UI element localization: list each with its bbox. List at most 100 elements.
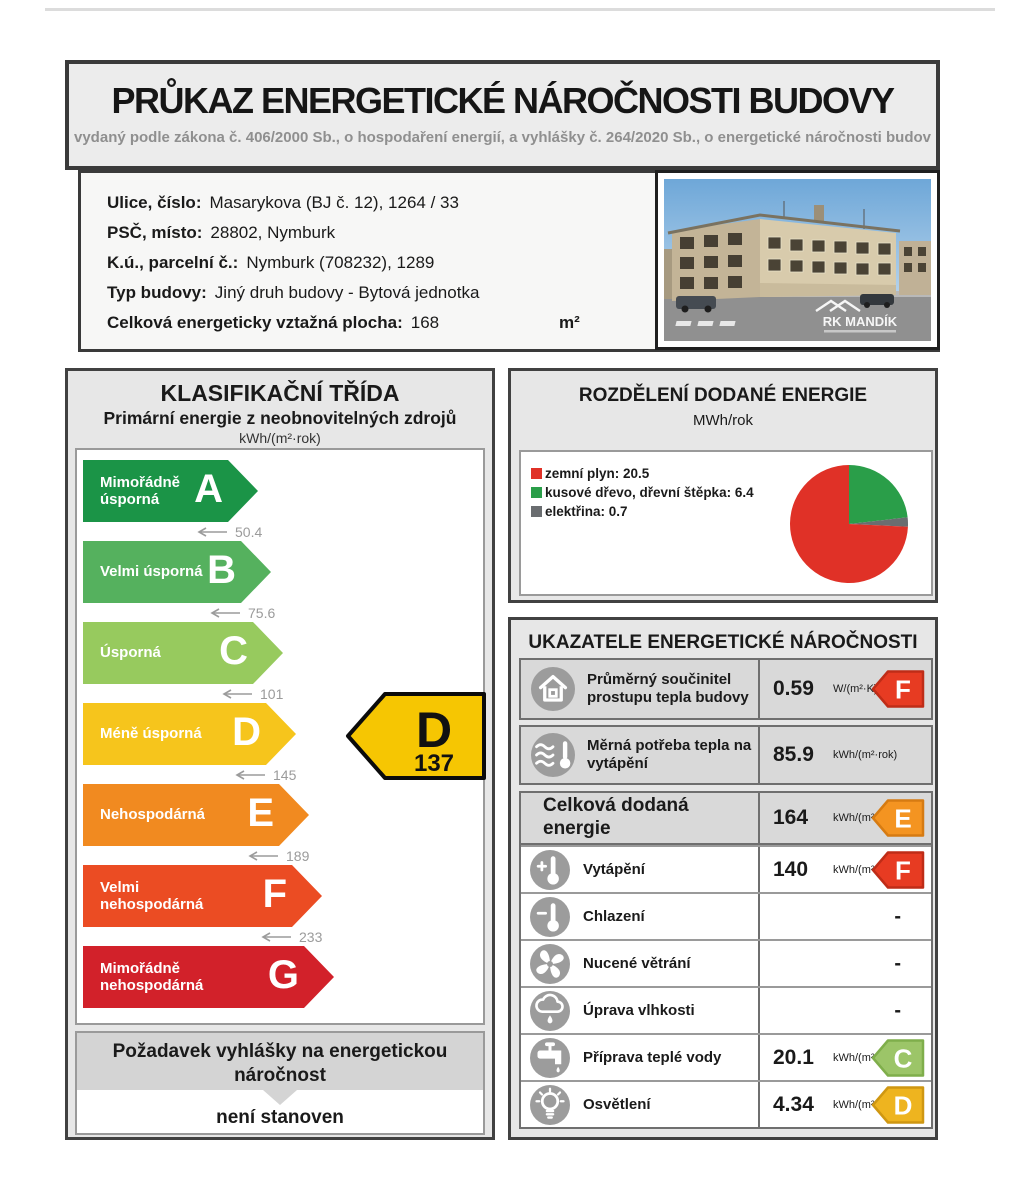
indicators-title: UKAZATELE ENERGETICKÉ NÁROČNOSTI bbox=[528, 632, 918, 653]
class-arrow-C: Úsporná C bbox=[83, 622, 283, 684]
class-label: Velmi nehospodárná bbox=[100, 878, 204, 913]
class-row-D: Méně úsporná D 145 bbox=[77, 703, 483, 784]
threshold-value: 75.6 bbox=[248, 604, 276, 621]
bulb-icon bbox=[530, 1084, 570, 1125]
field-value: Nymburk (708232), 1289 bbox=[246, 253, 435, 272]
class-threshold: 145 bbox=[232, 765, 483, 784]
class-letter: E bbox=[247, 791, 274, 836]
current-class-value: 137 bbox=[414, 750, 454, 777]
indicator-label: Osvětlení bbox=[583, 1095, 651, 1113]
indicator-value: 4.34 bbox=[773, 1092, 814, 1116]
class-arrow-D: Méně úsporná D bbox=[83, 703, 296, 765]
certificate-title: PRŮKAZ ENERGETICKÉ NÁROČNOSTI BUDOVY bbox=[111, 80, 895, 121]
class-arrow-B: Velmi úsporná B bbox=[83, 541, 271, 603]
indicators-panel: UKAZATELE ENERGETICKÉ NÁROČNOSTI Průměrn… bbox=[508, 617, 938, 1140]
building-photo: RK MANDÍK bbox=[655, 170, 940, 350]
certificate-header: PRŮKAZ ENERGETICKÉ NÁROČNOSTI BUDOVY vyd… bbox=[65, 60, 940, 170]
cloud-drop-icon bbox=[530, 990, 570, 1031]
building-field-row: Celková energeticky vztažná plocha: 168 m² bbox=[107, 308, 580, 338]
pie-slice-2 bbox=[849, 517, 909, 527]
threshold-value: 50.4 bbox=[235, 523, 263, 540]
class-label: Úsporná bbox=[100, 644, 161, 662]
field-value: 28802, Nymburk bbox=[210, 223, 336, 242]
legend-text: elektřina: 0.7 bbox=[545, 504, 628, 519]
column-divider bbox=[758, 847, 760, 892]
indicator-value-empty: - bbox=[894, 905, 901, 927]
column-divider bbox=[758, 894, 760, 939]
class-label: Velmi úsporná bbox=[100, 563, 203, 581]
svg-text:D: D bbox=[894, 1090, 913, 1120]
indicator-label: Vytápění bbox=[583, 860, 645, 878]
legend-text: zemní plyn: 20.5 bbox=[545, 466, 650, 481]
current-class-indicator: D 137 bbox=[346, 692, 486, 780]
class-letter: C bbox=[219, 629, 248, 674]
threshold-arrow-icon bbox=[248, 850, 278, 861]
delivered-energy-panel: ROZDĚLENÍ DODANÉ ENERGIE MWh/rok zemní p… bbox=[508, 368, 938, 603]
thermometer-minus-icon bbox=[530, 896, 570, 937]
fan-icon bbox=[530, 943, 570, 984]
threshold-arrow-icon bbox=[235, 769, 265, 780]
column-divider bbox=[758, 793, 760, 843]
field-label: K.ú., parcelní č.: bbox=[107, 253, 239, 272]
svg-text:RK MANDÍK: RK MANDÍK bbox=[823, 314, 898, 329]
threshold-value: 233 bbox=[299, 928, 323, 945]
class-letter: F bbox=[262, 872, 287, 917]
class-row-E: Nehospodárná E 189 bbox=[77, 784, 483, 865]
certificate-subtitle: vydaný podle zákona č. 406/2000 Sb., o h… bbox=[74, 129, 931, 146]
indicator-label: Průměrný součinitel prostupu tepla budov… bbox=[587, 671, 749, 706]
indicator-row: Osvětlení 4.34 kWh/(m²·rok) D bbox=[521, 1080, 931, 1127]
threshold-value: 189 bbox=[286, 847, 310, 864]
building-field-row: Typ budovy: Jiný druh budovy - Bytová jed… bbox=[107, 278, 479, 308]
threshold-arrow-icon bbox=[222, 688, 252, 699]
indicator-value: 0.59 bbox=[773, 677, 814, 700]
faucet-icon bbox=[530, 1037, 570, 1078]
indicators-table: Celková dodaná energie 164 kWh/(m²·rok) E Vy… bbox=[519, 791, 933, 1129]
indicator-row: Příprava teplé vody 20.1 kWh/(m²·rok) C bbox=[521, 1033, 931, 1080]
column-divider bbox=[758, 660, 760, 718]
building-field-row: PSČ, místo: 28802, Nymburk bbox=[107, 218, 479, 248]
house-icon bbox=[531, 667, 575, 711]
threshold-arrow-icon bbox=[197, 526, 227, 537]
legend-item: kusové dřevo, dřevní štěpka: 6.4 bbox=[531, 483, 754, 502]
legend-swatch bbox=[531, 468, 542, 479]
indicator-value-empty: - bbox=[894, 952, 901, 974]
class-label: Méně úsporná bbox=[100, 725, 202, 743]
field-label: Ulice, číslo: bbox=[107, 193, 202, 212]
pie-unit: MWh/rok bbox=[693, 412, 753, 429]
indicator-label: Úprava vlhkosti bbox=[583, 1001, 695, 1019]
svg-text:F: F bbox=[895, 855, 911, 885]
indicator-value: 20.1 bbox=[773, 1045, 814, 1069]
svg-text:E: E bbox=[894, 804, 911, 834]
classification-subtitle: Primární energie z neobnovitelných zdroj… bbox=[103, 408, 457, 428]
indicator-value-empty: - bbox=[894, 999, 901, 1021]
class-label: Mimořádně nehospodárná bbox=[100, 959, 204, 994]
column-divider bbox=[758, 1035, 760, 1080]
legend-item: zemní plyn: 20.5 bbox=[531, 464, 754, 483]
indicator-label: Celková dodaná energie bbox=[543, 795, 689, 839]
field-unit: m² bbox=[559, 313, 580, 332]
class-badge-F: F bbox=[871, 670, 925, 708]
field-value: Masarykova (BJ č. 12), 1264 / 33 bbox=[209, 193, 459, 212]
class-arrow-A: Mimořádně úsporná A bbox=[83, 460, 258, 522]
class-letter: G bbox=[267, 953, 299, 998]
pie-slice-0 bbox=[790, 465, 908, 583]
energy-class-scale: D 137 Mimořádně úsporná A 50.4 Velmi úsporn… bbox=[75, 448, 486, 1025]
threshold-value: 101 bbox=[260, 685, 284, 702]
pie-title: ROZDĚLENÍ DODANÉ ENERGIE bbox=[578, 385, 868, 406]
class-label: Nehospodárná bbox=[100, 806, 206, 824]
threshold-arrow-icon bbox=[261, 931, 291, 942]
field-value: 168 bbox=[410, 313, 440, 332]
building-field-row: K.ú., parcelní č.: Nymburk (708232), 1289 bbox=[107, 248, 479, 278]
column-divider bbox=[758, 941, 760, 986]
current-class-letter: D bbox=[416, 702, 452, 758]
indicators-rows: Průměrný součinitel prostupu tepla budov… bbox=[519, 658, 933, 1129]
class-threshold: 189 bbox=[245, 846, 483, 865]
class-row-B: Velmi úsporná B 75.6 bbox=[77, 541, 483, 622]
field-value: Jiný druh budovy - Bytová jednotka bbox=[214, 283, 480, 302]
indicator-value: 85.9 bbox=[773, 743, 814, 766]
indicator-unit: kWh/(m²·rok) bbox=[833, 749, 898, 761]
class-threshold: 75.6 bbox=[207, 603, 483, 622]
legend-text: kusové dřevo, dřevní štěpka: 6.4 bbox=[545, 485, 754, 500]
column-divider bbox=[758, 727, 760, 783]
class-arrow-G: Mimořádně nehospodárná G bbox=[83, 946, 334, 1008]
